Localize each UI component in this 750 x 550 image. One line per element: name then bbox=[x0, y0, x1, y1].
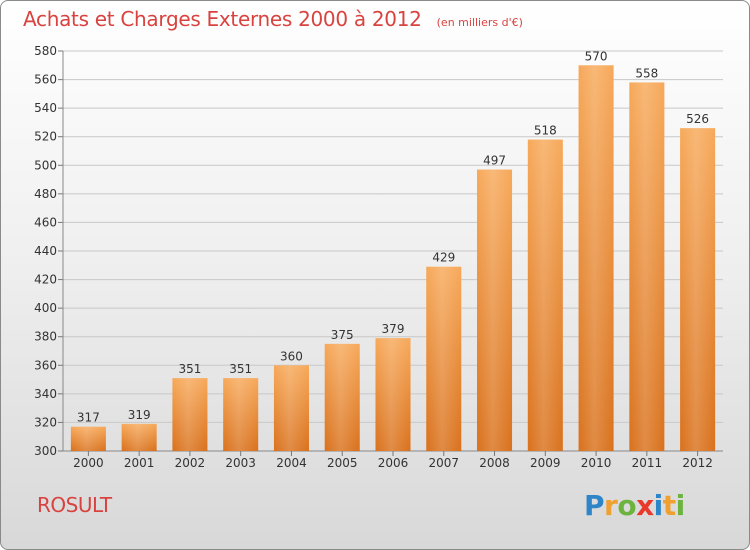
y-tick-label: 340 bbox=[34, 387, 57, 401]
y-tick-label: 520 bbox=[34, 130, 57, 144]
bar-value-label: 497 bbox=[483, 154, 506, 168]
bar-shine bbox=[477, 169, 513, 452]
x-tick-label: 2008 bbox=[479, 456, 510, 470]
bar-value-label: 351 bbox=[229, 362, 252, 376]
y-tick-label: 580 bbox=[34, 44, 57, 58]
bar-shine bbox=[172, 378, 208, 451]
y-tick-label: 300 bbox=[34, 444, 57, 458]
bar-value-label: 518 bbox=[534, 124, 557, 138]
x-tick-label: 2010 bbox=[581, 456, 612, 470]
logo-letter: o bbox=[617, 489, 637, 522]
place-name: ROSULT bbox=[37, 493, 112, 517]
bar-shine bbox=[121, 423, 157, 451]
bar-shine bbox=[324, 343, 360, 451]
bar-value-label: 317 bbox=[77, 411, 100, 425]
bar-shine bbox=[578, 65, 614, 452]
logo-letter: i bbox=[675, 489, 686, 522]
x-tick-label: 2012 bbox=[682, 456, 713, 470]
x-tick-label: 2001 bbox=[124, 456, 155, 470]
y-tick-label: 480 bbox=[34, 187, 57, 201]
bar-value-label: 570 bbox=[585, 49, 608, 63]
bar-value-label: 429 bbox=[432, 251, 455, 265]
bar-value-label: 379 bbox=[382, 322, 405, 336]
logo-letter: P bbox=[584, 489, 605, 522]
bar-shine bbox=[273, 365, 309, 451]
chart-title: Achats et Charges Externes 2000 à 2012 bbox=[23, 7, 422, 31]
proxiti-logo[interactable]: Proxiti bbox=[584, 489, 685, 522]
y-tick-label: 380 bbox=[34, 330, 57, 344]
y-tick-label: 360 bbox=[34, 358, 57, 372]
bar-shine bbox=[680, 128, 716, 451]
y-tick-label: 460 bbox=[34, 215, 57, 229]
bar-value-label: 526 bbox=[686, 112, 709, 126]
y-tick-label: 560 bbox=[34, 73, 57, 87]
bar-value-label: 558 bbox=[635, 66, 658, 80]
chart-unit: (en milliers d'€) bbox=[436, 16, 523, 29]
bar-shine bbox=[629, 82, 665, 451]
x-tick-label: 2009 bbox=[530, 456, 561, 470]
logo-letter: r bbox=[604, 489, 618, 522]
x-tick-label: 2007 bbox=[428, 456, 459, 470]
logo-letter: x bbox=[636, 489, 654, 522]
x-tick-label: 2004 bbox=[276, 456, 307, 470]
logo-letter: i bbox=[653, 489, 664, 522]
y-tick-label: 440 bbox=[34, 244, 57, 258]
x-tick-label: 2000 bbox=[73, 456, 104, 470]
x-tick-label: 2002 bbox=[175, 456, 206, 470]
bars bbox=[70, 65, 716, 452]
bar-shine bbox=[426, 266, 462, 451]
y-tick-label: 320 bbox=[34, 415, 57, 429]
x-tick-label: 2003 bbox=[225, 456, 256, 470]
bar-value-label: 360 bbox=[280, 349, 303, 363]
labels: 300 320 340 360 380 400 420 440 460 480 500 520 540 5… bbox=[34, 44, 713, 470]
bar-value-label: 351 bbox=[178, 362, 201, 376]
bar-shine bbox=[70, 426, 106, 451]
x-tick-label: 2006 bbox=[378, 456, 409, 470]
x-tick-label: 2011 bbox=[632, 456, 663, 470]
bar-value-label: 375 bbox=[331, 328, 354, 342]
bar-shine bbox=[527, 139, 563, 452]
bar-shine bbox=[375, 338, 411, 451]
bar-value-label: 319 bbox=[128, 408, 151, 422]
y-tick-label: 400 bbox=[34, 301, 57, 315]
bar-shine bbox=[223, 378, 259, 451]
title-row: Achats et Charges Externes 2000 à 2012 (… bbox=[23, 7, 523, 31]
y-tick-label: 420 bbox=[34, 273, 57, 287]
y-tick-label: 500 bbox=[34, 158, 57, 172]
y-tick-label: 540 bbox=[34, 101, 57, 115]
logo-letter: t bbox=[662, 489, 676, 522]
x-tick-label: 2005 bbox=[327, 456, 358, 470]
